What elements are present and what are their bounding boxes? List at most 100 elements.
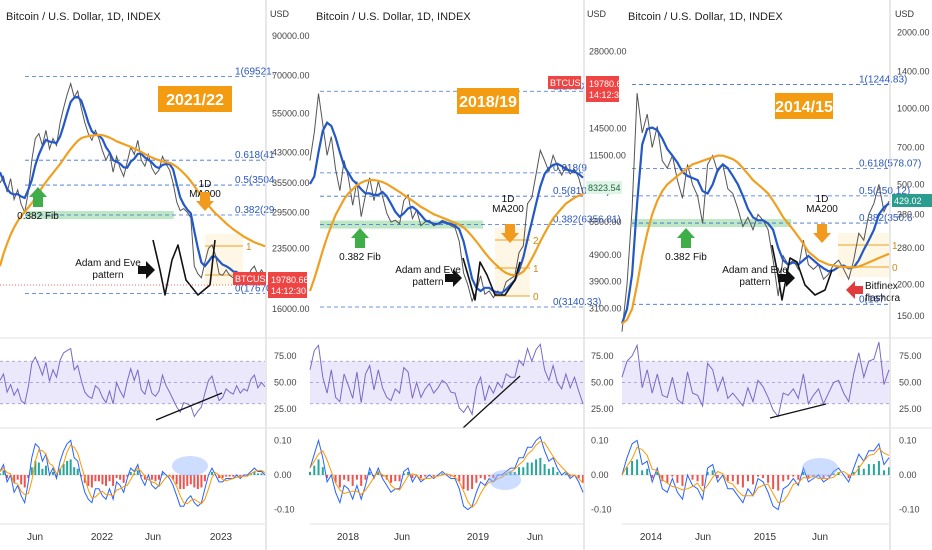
macd-histogram-bar (691, 475, 694, 480)
macd-histogram-bar (90, 475, 93, 488)
x-tick-label: 2019 (467, 532, 490, 543)
x-tick-label: Jun (527, 532, 543, 543)
macd-tick-label: 0.10 (591, 435, 609, 445)
macd-histogram-bar (62, 464, 65, 475)
adam-eve-pattern-curve (771, 244, 833, 301)
y-tick-label: 280.00 (897, 243, 925, 253)
macd-highlight (489, 470, 521, 490)
macd-histogram-bar (221, 475, 224, 479)
flashcrash-arrow-icon (846, 281, 863, 299)
fib-annotation: 0.382 Fib (665, 252, 707, 263)
macd-histogram-bar (101, 475, 104, 485)
macd-histogram-bar (52, 471, 54, 475)
macd-histogram-bar (726, 475, 729, 482)
rsi-line (621, 341, 890, 418)
macd-histogram-bar (882, 470, 885, 475)
y-tick-label: 14500.00 (589, 123, 627, 133)
macd-histogram-bar (492, 475, 495, 479)
macd-histogram-bar (509, 471, 512, 475)
macd-histogram-bar (73, 467, 76, 475)
macd-histogram-bar (136, 470, 139, 475)
fib-level-label: 0.382(6356.81) (553, 215, 621, 226)
macd-histogram-bar (631, 460, 634, 475)
x-tick-label: 2018 (337, 532, 360, 543)
fib-level-label: 0(167 (859, 294, 885, 305)
price-tag-value: 429.02 (894, 196, 922, 206)
macd-histogram-bar (253, 471, 256, 475)
macd-histogram-bar (186, 475, 189, 486)
macd-histogram-bar (462, 475, 465, 490)
macd-histogram-bar (154, 475, 157, 482)
y-tick-label: 43000.00 (272, 148, 310, 158)
macd-histogram-bar (27, 475, 30, 479)
fib-projection-label: 1 (892, 241, 898, 252)
rsi-tick-label: 25.00 (274, 404, 297, 414)
macd-histogram-bar (55, 475, 58, 477)
y-tick-label: 90000.00 (272, 31, 310, 41)
macd-histogram-bar (872, 464, 875, 475)
y-tick-label: 2000.00 (897, 28, 930, 38)
price-tag-time: 14:12:30 (271, 286, 306, 296)
chart-title: Bitcoin / U.S. Dollar, 1D, INDEX (316, 11, 471, 23)
price-tag (586, 76, 619, 102)
macd-line (0, 439, 266, 507)
macd-signal-line (0, 444, 266, 505)
macd-histogram-bar (777, 475, 780, 491)
currency-label: USD (895, 9, 915, 19)
macd-histogram-bar (454, 475, 457, 477)
macd-histogram-bar (115, 475, 118, 479)
fib-level-label: 0.618(9 (553, 163, 587, 174)
fib-projection-label: 2 (533, 236, 539, 247)
fib-level-label: 0(3140.33) (553, 297, 601, 308)
macd-histogram-bar (16, 475, 19, 480)
fib-level-label: 0.618(41 (235, 150, 275, 161)
macd-histogram-bar (161, 473, 164, 475)
side-price-tag (586, 181, 622, 194)
y-tick-label: 23500.00 (272, 243, 310, 253)
pattern-annotation: pattern (739, 277, 770, 288)
macd-histogram-bar (97, 475, 100, 482)
macd-histogram-bar (59, 468, 62, 475)
macd-histogram-bar (837, 471, 840, 475)
macd-histogram-bar (37, 462, 40, 475)
macd-histogram-bar (802, 471, 805, 475)
y-tick-label: 35500.00 (272, 178, 310, 188)
ma-annotation-1d: 1D (199, 179, 212, 190)
macd-histogram-bar (441, 473, 444, 475)
y-tick-label: 29500.00 (272, 207, 310, 217)
flashcrash-annotation: Bitfinex (865, 281, 898, 292)
macd-histogram-bar (41, 468, 44, 475)
macd-histogram-bar (651, 475, 654, 479)
price-tag-time: 14:12:30 (589, 90, 624, 100)
pattern-arrow-icon (445, 269, 462, 287)
series-line-ma200 (0, 133, 266, 267)
chart-panel-2: 1(19900.618(90.5(8107.21)0.382(6356.81)0… (308, 0, 627, 550)
macd-histogram-bar (862, 468, 865, 475)
macd-histogram-bar (641, 470, 644, 475)
macd-histogram-bar (526, 462, 529, 475)
period-badge (158, 86, 232, 112)
y-tick-label: 11500.00 (589, 150, 626, 160)
macd-histogram-bar (479, 475, 482, 479)
rsi-trend-line (462, 375, 521, 429)
macd-histogram-bar (232, 475, 235, 477)
macd-histogram-bar (564, 473, 567, 475)
period-badge-label: 2021/22 (166, 92, 224, 109)
rsi-tick-label: 75.00 (591, 351, 614, 361)
macd-histogram-bar (87, 475, 90, 486)
y-tick-label: 380.00 (897, 209, 925, 219)
macd-histogram-bar (681, 475, 684, 486)
symbol-tag-label: BTCUSD (235, 274, 273, 284)
macd-line (621, 439, 890, 511)
macd-histogram-bar (179, 475, 182, 490)
symbol-tag-label: BTCUSD (550, 78, 588, 88)
fib-level-label: 0.5(3504 (235, 175, 275, 186)
currency-label: USD (270, 9, 290, 19)
macd-histogram-bar (852, 471, 855, 475)
macd-histogram-bar (792, 475, 795, 477)
macd-histogram-bar (711, 470, 714, 475)
macd-histogram-bar (313, 465, 316, 475)
macd-histogram-bar (513, 471, 516, 475)
macd-histogram-bar (368, 471, 371, 475)
